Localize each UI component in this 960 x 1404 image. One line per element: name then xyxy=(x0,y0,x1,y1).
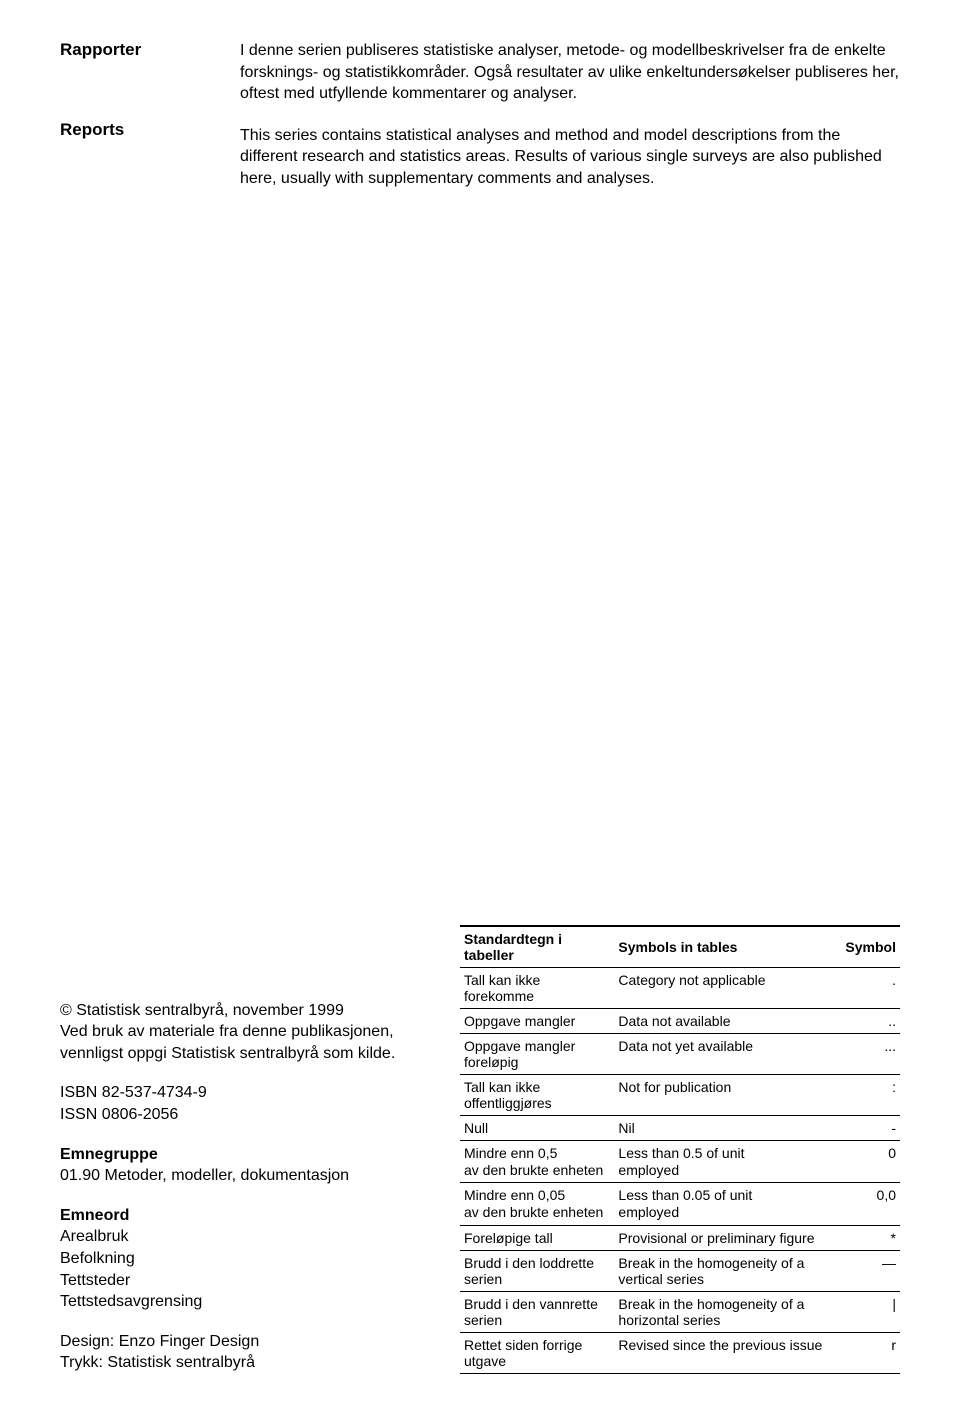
cell-en: Category not applicable xyxy=(614,967,841,1008)
emneord-block: Emneord Arealbruk Befolkning Tettsteder … xyxy=(60,1205,420,1313)
cell-sym: * xyxy=(841,1226,900,1251)
header-no: Standardtegn i tabeller xyxy=(460,926,614,968)
emneord-label: Emneord xyxy=(60,1205,420,1227)
table-row: Mindre enn 0,5av den brukte enhetenLess … xyxy=(460,1140,900,1183)
table-row: NullNil- xyxy=(460,1115,900,1140)
cell-no: Foreløpige tall xyxy=(460,1226,614,1251)
emnegruppe-value: 01.90 Metoder, modeller, dokumentasjon xyxy=(60,1165,420,1187)
table-row: Tall kan ikke offentliggjøresNot for pub… xyxy=(460,1074,900,1115)
usage-line-1: Ved bruk av materiale fra denne publikas… xyxy=(60,1021,420,1043)
emneord-item: Tettsteder xyxy=(60,1270,420,1292)
label-reports: Reports xyxy=(60,120,200,140)
emnegruppe-block: Emnegruppe 01.90 Metoder, modeller, doku… xyxy=(60,1144,420,1187)
cell-en: Data not yet available xyxy=(614,1033,841,1074)
design-line: Design: Enzo Finger Design xyxy=(60,1331,420,1353)
cell-sym: - xyxy=(841,1115,900,1140)
isbn: ISBN 82-537-4734-9 xyxy=(60,1082,420,1104)
cell-en: Data not available xyxy=(614,1008,841,1033)
header-en: Symbols in tables xyxy=(614,926,841,968)
cell-sym: .. xyxy=(841,1008,900,1033)
emnegruppe-label: Emnegruppe xyxy=(60,1144,420,1166)
copyright-line: © Statistisk sentralbyrå, november 1999 xyxy=(60,1000,420,1022)
table-row: Brudd i den loddrette serienBreak in the… xyxy=(460,1251,900,1292)
cell-sym: . xyxy=(841,967,900,1008)
design-block: Design: Enzo Finger Design Trykk: Statis… xyxy=(60,1331,420,1374)
bottom-section: © Statistisk sentralbyrå, november 1999 … xyxy=(60,925,900,1374)
cell-en: Less than 0.5 of unitemployed xyxy=(614,1140,841,1183)
cell-en: Break in the homogeneity of a horizontal… xyxy=(614,1292,841,1333)
copyright-block: © Statistisk sentralbyrå, november 1999 … xyxy=(60,1000,420,1065)
header-sym: Symbol xyxy=(841,926,900,968)
cell-sym: | xyxy=(841,1292,900,1333)
cell-no: Null xyxy=(460,1115,614,1140)
cell-en: Less than 0.05 of unitemployed xyxy=(614,1183,841,1226)
usage-line-2: vennligst oppgi Statistisk sentralbyrå s… xyxy=(60,1043,420,1065)
symbols-tbody: Tall kan ikke forekommeCategory not appl… xyxy=(460,967,900,1373)
label-column: Rapporter Reports xyxy=(60,40,200,210)
emneord-item: Befolkning xyxy=(60,1248,420,1270)
description-no: I denne serien publiseres statistiske an… xyxy=(240,40,900,105)
table-row: Oppgave mangler foreløpigData not yet av… xyxy=(460,1033,900,1074)
table-row: Rettet siden forrige utgaveRevised since… xyxy=(460,1333,900,1374)
isbn-block: ISBN 82-537-4734-9 ISSN 0806-2056 xyxy=(60,1082,420,1125)
cell-sym: — xyxy=(841,1251,900,1292)
cell-no: Mindre enn 0,5av den brukte enheten xyxy=(460,1140,614,1183)
cell-sym: 0 xyxy=(841,1140,900,1183)
table-row: Foreløpige tallProvisional or preliminar… xyxy=(460,1226,900,1251)
table-header-row: Standardtegn i tabeller Symbols in table… xyxy=(460,926,900,968)
description-column: I denne serien publiseres statistiske an… xyxy=(240,40,900,210)
cell-en: Provisional or preliminary figure xyxy=(614,1226,841,1251)
publication-info: © Statistisk sentralbyrå, november 1999 … xyxy=(60,1000,420,1374)
cell-no: Tall kan ikke forekomme xyxy=(460,967,614,1008)
table-row: Oppgave manglerData not available.. xyxy=(460,1008,900,1033)
cell-sym: : xyxy=(841,1074,900,1115)
cell-no: Brudd i den vannrette serien xyxy=(460,1292,614,1333)
trykk-line: Trykk: Statistisk sentralbyrå xyxy=(60,1352,420,1374)
description-en: This series contains statistical analyse… xyxy=(240,125,900,190)
cell-no: Mindre enn 0,05av den brukte enheten xyxy=(460,1183,614,1226)
cell-sym: 0,0 xyxy=(841,1183,900,1226)
table-row: Tall kan ikke forekommeCategory not appl… xyxy=(460,967,900,1008)
cell-en: Break in the homogeneity of a vertical s… xyxy=(614,1251,841,1292)
cell-sym: ... xyxy=(841,1033,900,1074)
series-descriptions: Rapporter Reports I denne serien publise… xyxy=(60,40,900,210)
table-row: Mindre enn 0,05av den brukte enhetenLess… xyxy=(460,1183,900,1226)
cell-no: Oppgave mangler foreløpig xyxy=(460,1033,614,1074)
cell-en: Not for publication xyxy=(614,1074,841,1115)
cell-no: Tall kan ikke offentliggjøres xyxy=(460,1074,614,1115)
symbols-table: Standardtegn i tabeller Symbols in table… xyxy=(460,925,900,1374)
cell-no: Brudd i den loddrette serien xyxy=(460,1251,614,1292)
cell-en: Revised since the previous issue xyxy=(614,1333,841,1374)
label-rapporter: Rapporter xyxy=(60,40,200,60)
table-row: Brudd i den vannrette serienBreak in the… xyxy=(460,1292,900,1333)
cell-no: Rettet siden forrige utgave xyxy=(460,1333,614,1374)
emneord-item: Tettstedsavgrensing xyxy=(60,1291,420,1313)
emneord-item: Arealbruk xyxy=(60,1226,420,1248)
cell-sym: r xyxy=(841,1333,900,1374)
issn: ISSN 0806-2056 xyxy=(60,1104,420,1126)
cell-en: Nil xyxy=(614,1115,841,1140)
cell-no: Oppgave mangler xyxy=(460,1008,614,1033)
